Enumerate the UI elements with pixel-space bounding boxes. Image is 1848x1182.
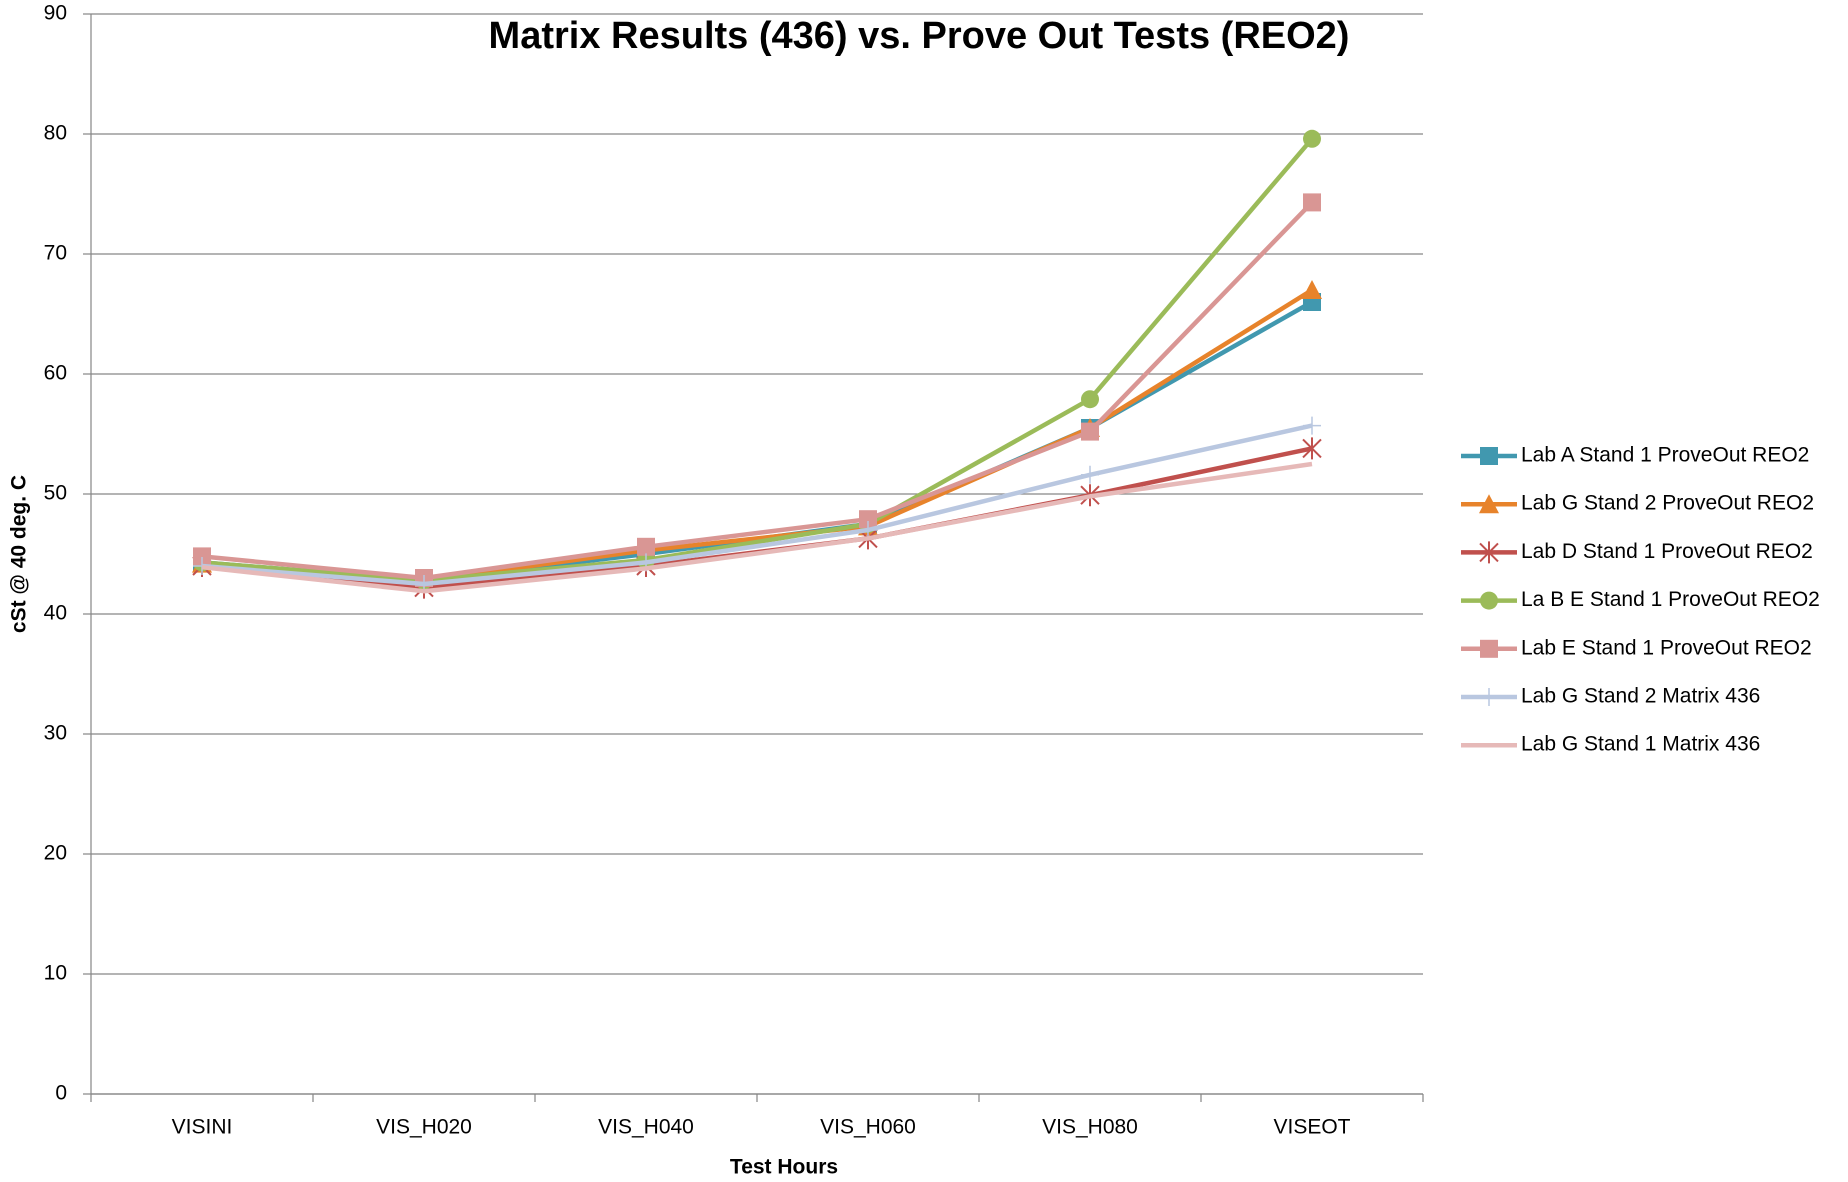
series [193, 416, 1321, 593]
marker [1479, 494, 1499, 514]
marker [1081, 422, 1099, 441]
y-tick-label: 10 [44, 962, 67, 985]
series [193, 129, 1321, 590]
line [201, 461, 1313, 594]
marker [1480, 639, 1498, 658]
x-tick-label: VISEOT [1273, 1116, 1350, 1139]
x-tick-label: VIS_H060 [820, 1116, 916, 1139]
legend-label: Lab G Stand 2 Matrix 436 [1521, 685, 1760, 708]
y-tick-label: 90 [44, 2, 67, 25]
marker [1479, 541, 1499, 564]
y-tick-label: 0 [55, 1082, 67, 1105]
y-tick-label: 40 [44, 602, 67, 625]
x-tick-label: VIS_H080 [1042, 1116, 1138, 1139]
legend-label: Lab A Stand 1 ProveOut REO2 [1521, 444, 1809, 467]
marker [859, 521, 877, 539]
marker [1480, 688, 1498, 706]
y-tick-label: 80 [44, 122, 67, 145]
marker [1081, 465, 1099, 484]
y-tick-label: 70 [44, 242, 67, 265]
marker [1302, 280, 1322, 299]
marker [1303, 416, 1321, 435]
marker [1302, 437, 1322, 460]
marker [1303, 193, 1321, 212]
y-tick-label: 50 [44, 482, 67, 505]
legend-label: La B E Stand 1 ProveOut REO2 [1521, 588, 1820, 611]
line [201, 137, 1314, 583]
chart-title: Matrix Results (436) vs. Prove Out Tests… [489, 15, 1350, 57]
legend-label: Lab G Stand 1 Matrix 436 [1521, 733, 1760, 756]
line [201, 446, 1313, 590]
legend-label: Lab E Stand 1 ProveOut REO2 [1521, 636, 1812, 659]
y-tick-label: 30 [44, 722, 67, 745]
y-axis-label: cSt @ 40 deg. C [8, 475, 31, 633]
marker [637, 537, 655, 556]
line [201, 200, 1314, 581]
marker [1480, 447, 1498, 465]
series [201, 461, 1313, 594]
marker [193, 547, 211, 566]
marker [1480, 591, 1498, 610]
x-axis-label: Test Hours [730, 1156, 838, 1179]
line [201, 423, 1313, 587]
x-tick-label: VISINI [172, 1116, 233, 1139]
y-tick-label: 60 [44, 362, 67, 385]
marker [1081, 390, 1099, 409]
legend-label: Lab D Stand 1 ProveOut REO2 [1521, 540, 1813, 563]
y-tick-label: 20 [44, 842, 67, 865]
x-tick-label: VIS_H040 [598, 1116, 694, 1139]
marker [1303, 129, 1321, 148]
legend-label: Lab G Stand 2 ProveOut REO2 [1521, 492, 1814, 515]
x-tick-label: VIS_H020 [376, 1116, 472, 1139]
marker [859, 510, 877, 529]
